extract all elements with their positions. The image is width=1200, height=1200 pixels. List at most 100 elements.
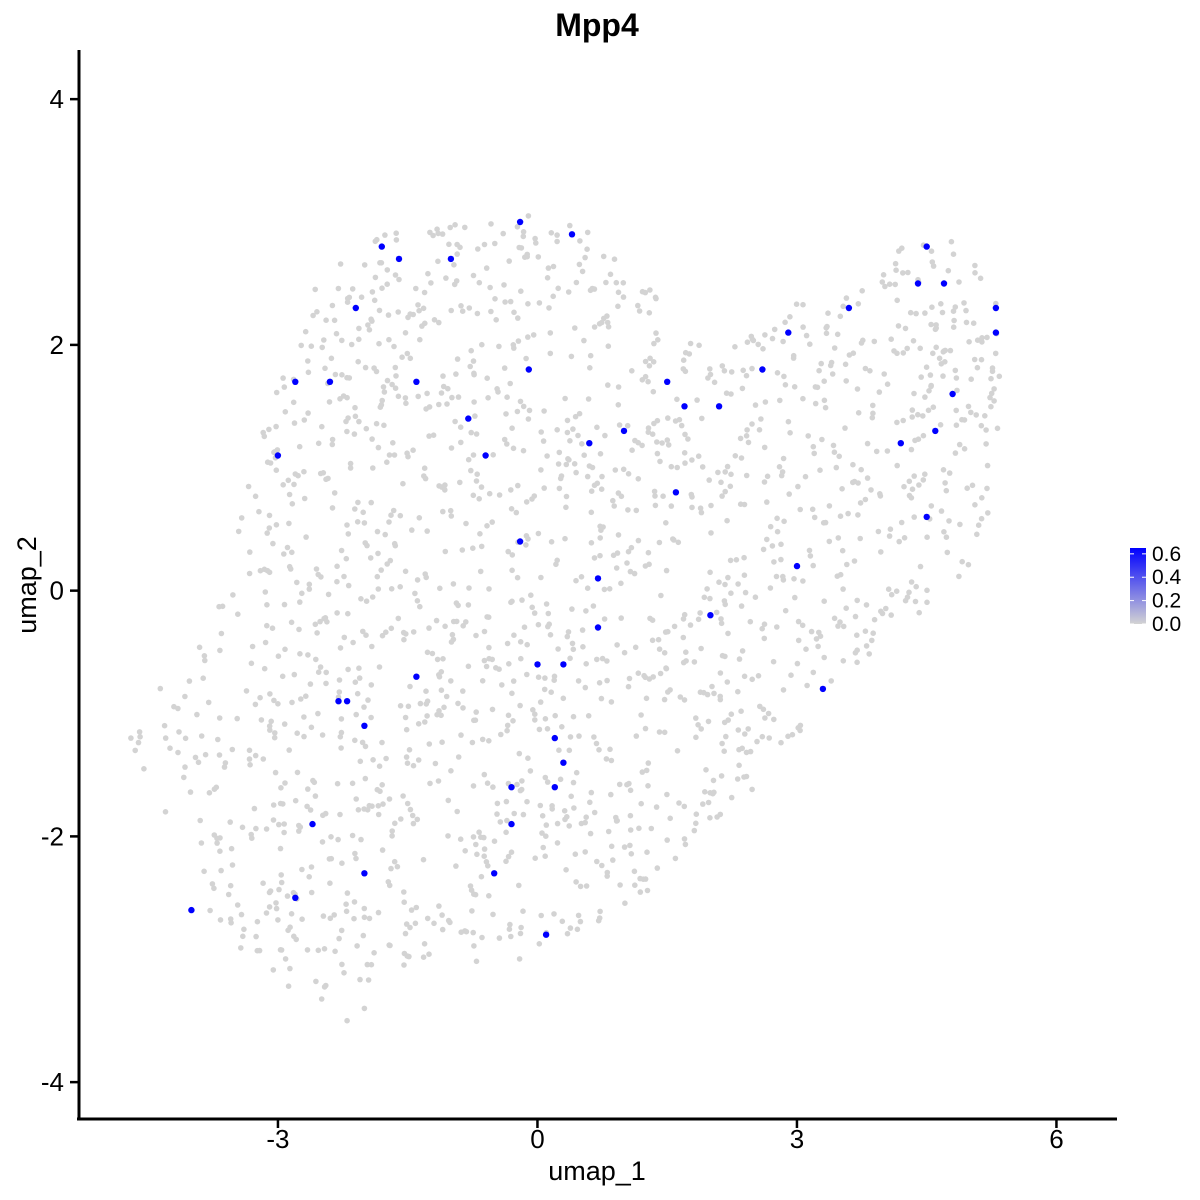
cell-point: [794, 660, 801, 667]
cell-point: [956, 279, 962, 285]
expressed-cell-point: [508, 820, 515, 828]
cell-point: [478, 484, 485, 490]
cell-point: [467, 363, 474, 370]
cell-point: [308, 343, 315, 350]
cell-point: [588, 789, 595, 796]
cell-point: [294, 769, 301, 776]
cell-point: [339, 961, 345, 968]
cell-point: [192, 754, 199, 761]
cell-point: [912, 598, 919, 605]
cell-point: [840, 623, 847, 630]
cell-point: [577, 238, 583, 244]
cell-point: [600, 253, 607, 260]
cell-point: [969, 482, 976, 489]
cell-point: [541, 485, 547, 491]
cell-point: [349, 832, 356, 839]
cell-point: [305, 652, 311, 658]
cell-point: [539, 813, 546, 819]
cell-point: [431, 317, 438, 323]
cell-point: [332, 371, 339, 378]
cell-point: [310, 777, 316, 784]
cell-point: [334, 780, 341, 787]
cell-point: [493, 317, 500, 323]
cell-point: [635, 537, 642, 544]
cell-point: [465, 663, 472, 670]
cell-point: [301, 733, 307, 740]
cell-point: [344, 428, 350, 435]
cell-point: [930, 350, 936, 357]
expressed-points-layer: [188, 218, 1000, 938]
cell-point: [573, 879, 579, 885]
cell-point: [325, 591, 332, 598]
cell-point: [747, 748, 754, 755]
cell-point: [516, 956, 523, 962]
cell-point: [570, 646, 577, 653]
cell-point: [162, 735, 169, 741]
y-tick-label: 4: [50, 84, 64, 114]
cell-point: [965, 561, 972, 568]
cell-point: [514, 574, 521, 581]
cell-point: [508, 487, 514, 493]
cell-point: [270, 802, 277, 808]
cell-point: [337, 734, 344, 740]
cell-point: [528, 592, 534, 598]
cell-point: [591, 286, 598, 292]
cell-point: [377, 788, 383, 795]
cell-point: [137, 734, 143, 740]
cell-point: [900, 270, 906, 276]
cell-point: [790, 352, 797, 359]
cell-point: [517, 930, 524, 937]
cell-point: [430, 232, 436, 239]
cell-point: [926, 388, 932, 394]
cell-point: [397, 703, 404, 709]
cell-point: [356, 336, 362, 343]
cell-point: [635, 476, 642, 482]
cell-point: [216, 752, 223, 758]
cell-point: [525, 755, 531, 761]
cell-point: [197, 817, 203, 824]
cell-point: [513, 509, 520, 516]
cell-point: [474, 471, 481, 478]
cell-point: [376, 340, 382, 347]
cell-point: [537, 802, 544, 809]
cell-point: [253, 933, 259, 940]
cell-point: [504, 441, 510, 447]
cell-point: [442, 548, 449, 555]
cell-point: [952, 450, 959, 456]
cell-point: [831, 345, 838, 351]
cell-point: [718, 773, 725, 779]
cell-point: [539, 830, 545, 836]
cell-point: [978, 515, 985, 522]
cell-point: [965, 403, 972, 410]
cell-point: [297, 599, 303, 605]
cell-point: [299, 866, 305, 873]
cell-point: [361, 1005, 368, 1012]
cell-point: [341, 573, 347, 580]
cell-point: [407, 806, 414, 813]
cell-point: [287, 924, 293, 930]
cell-point: [607, 271, 614, 278]
cell-point: [389, 833, 395, 839]
cell-point: [356, 325, 362, 332]
cell-point: [525, 301, 531, 307]
cell-point: [433, 617, 440, 624]
cell-point: [211, 786, 218, 792]
cell-point: [936, 355, 943, 362]
cell-point: [135, 739, 142, 746]
cell-point: [792, 594, 798, 601]
cell-point: [519, 597, 525, 603]
cell-point: [625, 507, 631, 513]
cell-point: [424, 915, 431, 922]
cell-point: [680, 634, 687, 641]
cell-point: [296, 828, 302, 834]
cell-point: [264, 567, 271, 574]
cell-point: [583, 661, 589, 667]
cell-point: [725, 574, 731, 581]
cell-point: [576, 410, 583, 417]
cell-point: [747, 618, 754, 625]
cell-point: [996, 373, 1003, 380]
cell-point: [644, 849, 650, 855]
cell-point: [572, 851, 579, 857]
cell-point: [198, 840, 205, 846]
cell-point: [361, 704, 367, 710]
